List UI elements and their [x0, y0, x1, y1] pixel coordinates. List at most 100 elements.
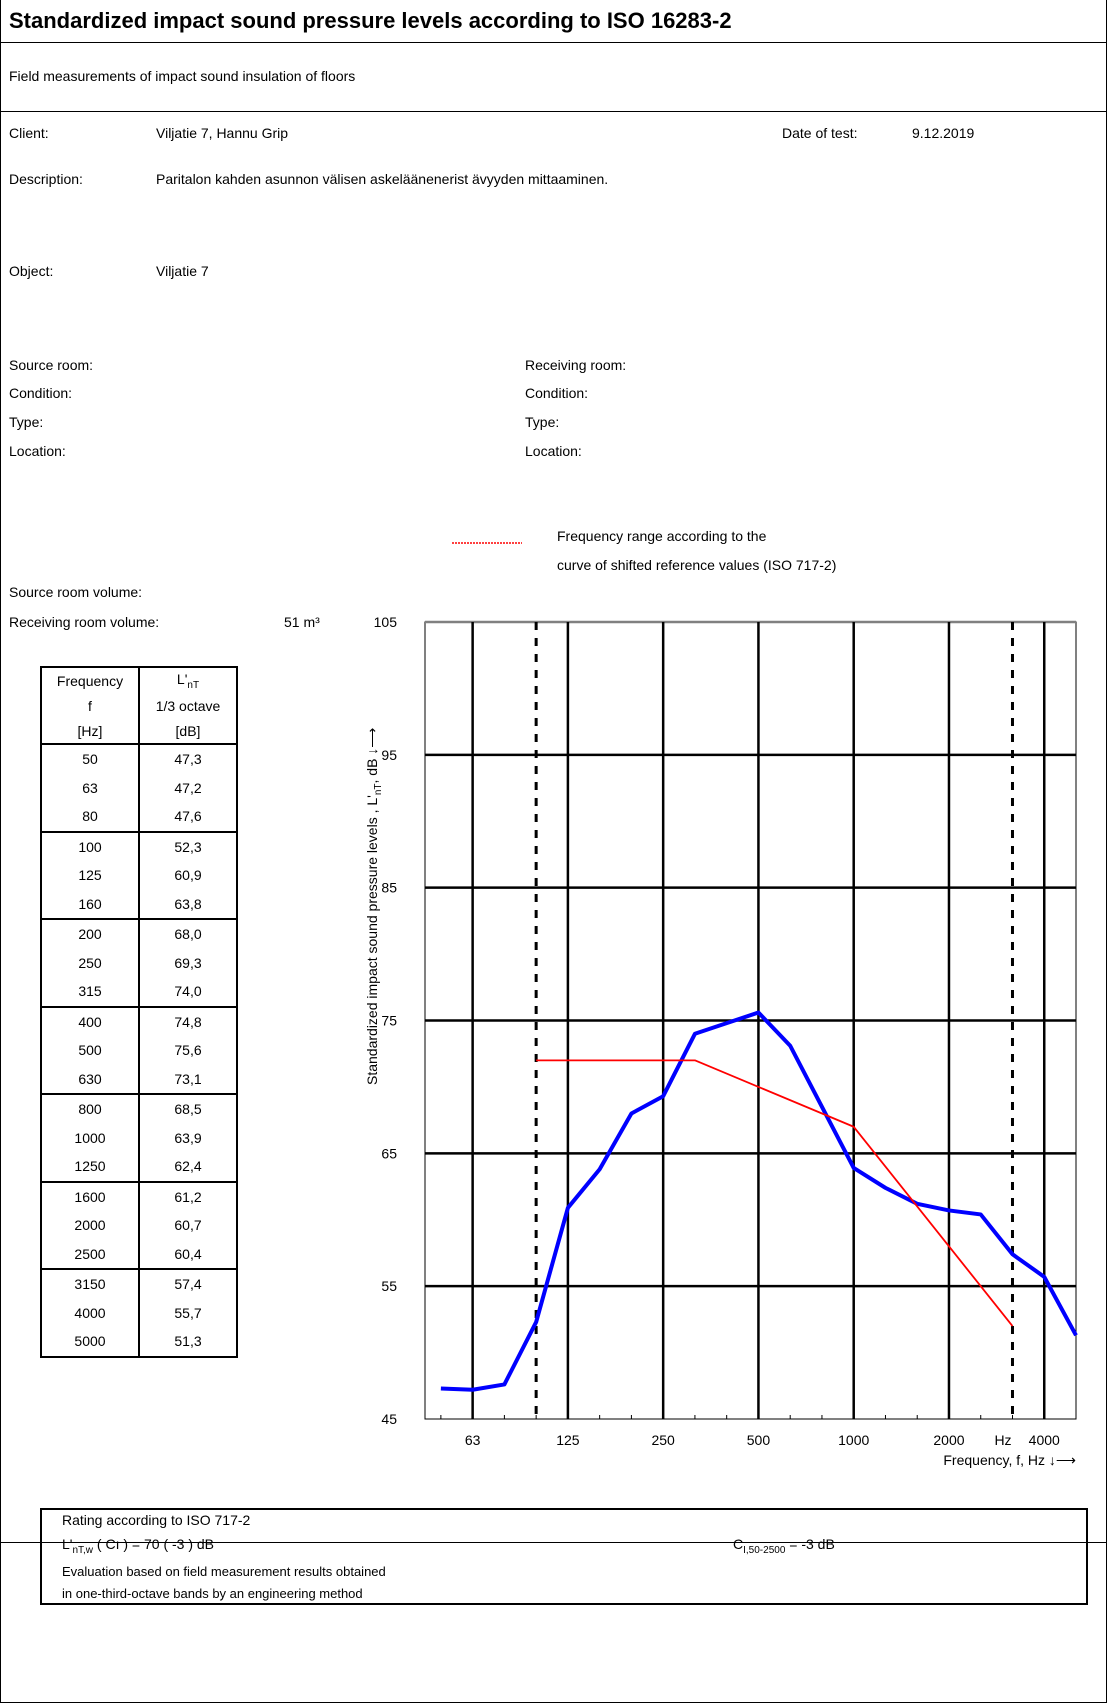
table-row: 2000 60,7: [40, 1211, 238, 1240]
evaluation-line-2: in one-third-octave bands by an engineer…: [62, 1586, 363, 1601]
level-cell: 63,8: [138, 889, 238, 919]
source-type-label: Type:: [9, 414, 44, 430]
level-cell: 47,6: [138, 802, 238, 832]
date-value: 9.12.2019: [912, 125, 975, 141]
frequency-cell: 1600: [40, 1180, 140, 1211]
level-cell: 75,6: [138, 1036, 238, 1065]
level-cell: 55,7: [138, 1298, 238, 1327]
frequency-cell: 4000: [40, 1298, 140, 1327]
table-row: 1250 62,4: [40, 1152, 238, 1182]
source-condition-label: Condition:: [9, 385, 73, 401]
frequency-cell: 2000: [40, 1211, 140, 1240]
title-divider: [0, 42, 1107, 43]
table-row: 315 74,0: [40, 977, 238, 1007]
page-title: Standardized impact sound pressure level…: [9, 8, 732, 33]
table-row: 5000 51,3: [40, 1327, 238, 1358]
frequency-cell: 125: [40, 861, 140, 890]
source-volume-label: Source room volume:: [9, 584, 143, 600]
level-cell: 73,1: [138, 1064, 238, 1094]
head-f: f: [40, 693, 140, 718]
y-axis-label: Standardized impact sound pressure level…: [364, 728, 384, 1085]
level-cell: 60,7: [138, 1211, 238, 1240]
object-value: Viljatie 7: [156, 263, 209, 279]
table-row: 50 47,3: [40, 743, 238, 774]
level-cell: 74,0: [138, 977, 238, 1007]
level-cell: 68,0: [138, 918, 238, 949]
table-row: 200 68,0: [40, 918, 238, 949]
frequency-cell: 400: [40, 1005, 140, 1036]
x-axis-label: Frequency, f, Hz ↓⟶: [943, 1452, 1076, 1468]
x-tick-label: 2000: [933, 1432, 964, 1448]
source-location-label: Location:: [9, 443, 66, 459]
level-cell: 63,9: [138, 1123, 238, 1152]
table-row: 630 73,1: [40, 1064, 238, 1094]
frequency-cell: 1000: [40, 1123, 140, 1152]
table-row: 160 63,8: [40, 889, 238, 919]
level-cell: 52,3: [138, 830, 238, 861]
rating-box: [40, 1508, 1088, 1605]
frequency-cell: 5000: [40, 1327, 140, 1358]
client-value: Viljatie 7, Hannu Grip: [156, 125, 289, 141]
receiving-type-label: Type:: [525, 414, 560, 430]
table-row: 80 47,6: [40, 802, 238, 832]
frequency-cell: 630: [40, 1064, 140, 1094]
table-row: 63 47,2: [40, 773, 238, 802]
description-value: Paritalon kahden asunnon välisen askelää…: [156, 171, 609, 187]
rating-ci: CI,50-2500 = -3 dB: [733, 1536, 835, 1556]
frequency-cell: 2500: [40, 1239, 140, 1269]
impact-sound-chart: 105 95 85 75 65 55 45 63 125 250 500 1000 2000 4000 Hz…: [364, 614, 1078, 1468]
head-level: L'nT: [138, 666, 238, 693]
level-cell: 74,8: [138, 1005, 238, 1036]
y-tick-label: 65: [381, 1145, 397, 1161]
source-room-label: Source room:: [9, 357, 94, 373]
frequency-cell: 250: [40, 948, 140, 977]
y-tick-label: 95: [381, 747, 397, 763]
level-cell: 51,3: [138, 1327, 238, 1358]
head-hz-unit: [Hz]: [40, 718, 140, 744]
object-label: Object:: [9, 263, 54, 279]
description-label: Description:: [9, 171, 83, 187]
table-row: 125 60,9: [40, 861, 238, 890]
frequency-cell: 80: [40, 802, 140, 832]
client-label: Client:: [9, 125, 49, 141]
frequency-cell: 315: [40, 977, 140, 1007]
y-tick-label: 105: [374, 614, 398, 630]
level-cell: 47,3: [138, 743, 238, 774]
head-octave: 1/3 octave: [138, 693, 238, 718]
y-tick-label: 85: [381, 880, 397, 896]
frequency-cell: 800: [40, 1093, 140, 1124]
receiving-location-label: Location:: [525, 443, 582, 459]
level-cell: 62,4: [138, 1152, 238, 1182]
table-row: 400 74,8: [40, 1005, 238, 1036]
receiving-volume-value: 51 m³: [284, 614, 320, 630]
evaluation-line-1: Evaluation based on field measurement re…: [62, 1564, 386, 1579]
x-tick-label: 63: [465, 1432, 481, 1448]
legend-line-sample: [452, 542, 522, 544]
receiving-room-label: Receiving room:: [525, 357, 627, 373]
y-tick-label: 55: [381, 1278, 397, 1294]
frequency-cell: 50: [40, 743, 140, 774]
x-tick-label: 500: [747, 1432, 771, 1448]
table-row: 3150 57,4: [40, 1268, 238, 1299]
date-label: Date of test:: [782, 125, 858, 141]
level-cell: 61,2: [138, 1180, 238, 1211]
y-tick-label: 45: [381, 1411, 397, 1427]
level-cell: 60,4: [138, 1239, 238, 1269]
table-row: 4000 55,7: [40, 1298, 238, 1327]
head-frequency: Frequency: [40, 666, 140, 693]
level-cell: 69,3: [138, 948, 238, 977]
footer-divider: [0, 1542, 1107, 1543]
table-row: 800 68,5: [40, 1093, 238, 1124]
table-row: 100 52,3: [40, 830, 238, 861]
receiving-volume-label: Receiving room volume:: [9, 614, 160, 630]
frequency-cell: 200: [40, 918, 140, 949]
x-tick-label: 250: [651, 1432, 675, 1448]
x-tick-label: 4000: [1029, 1432, 1060, 1448]
x-tick-label: 1000: [838, 1432, 869, 1448]
frequency-cell: 500: [40, 1036, 140, 1065]
table-row: 250 69,3: [40, 948, 238, 977]
frequency-cell: 1250: [40, 1152, 140, 1182]
legend-text-2: curve of shifted reference values (ISO 7…: [557, 557, 837, 573]
frequency-cell: 63: [40, 773, 140, 802]
